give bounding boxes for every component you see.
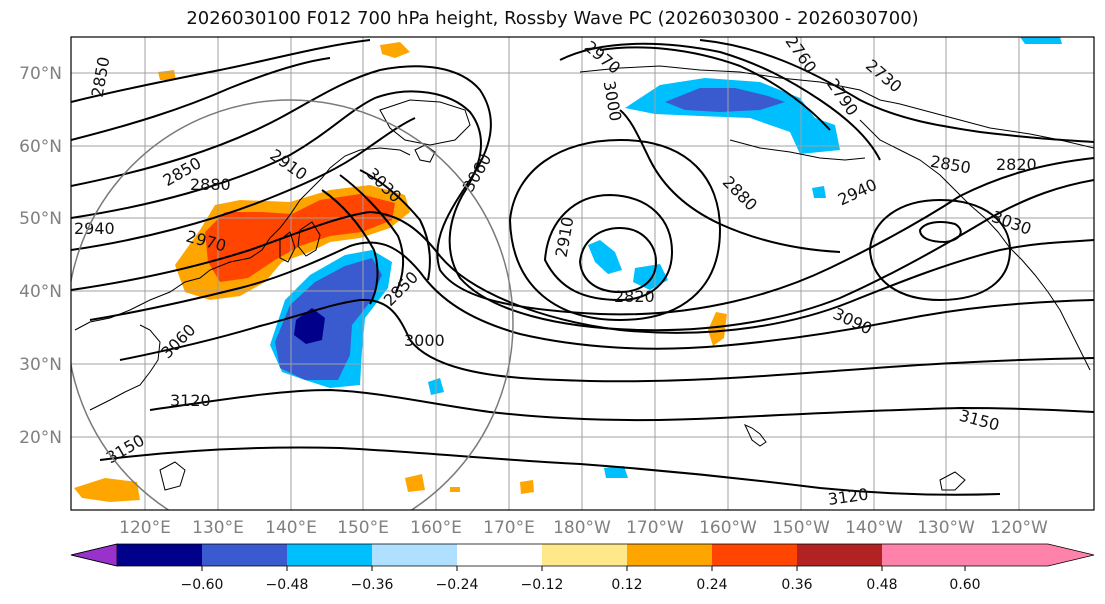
contour-label: 2880 <box>190 175 231 194</box>
lat-label: 50°N <box>19 209 62 229</box>
colorbar-tick-label: −0.12 <box>521 577 564 593</box>
positive-anomaly-south-1 <box>74 478 140 502</box>
colorbar-tick-label: 0.12 <box>611 577 642 593</box>
positive-anomaly-south-3 <box>520 480 534 494</box>
height-contours <box>71 39 1094 496</box>
colorbar-segment <box>797 544 882 566</box>
negative-anomaly-core <box>294 308 325 344</box>
colorbar-segment <box>712 544 797 566</box>
colorbar-tick-label: 0.36 <box>781 577 812 593</box>
map-frame <box>70 36 1095 511</box>
colorbar-segment <box>202 544 287 566</box>
negative-anomaly-low-2 <box>633 264 668 290</box>
colorbar-tick-label: −0.36 <box>351 577 394 593</box>
negative-anomaly-arctic-core <box>665 88 785 112</box>
longitude-labels: 120°E 130°E 140°E 150°E 160°E 170°E 180°… <box>119 518 1048 538</box>
lon-label: 120°E <box>119 518 171 538</box>
colorbar-tick-label: 0.60 <box>949 577 980 593</box>
colorbar-segment <box>457 544 542 566</box>
lon-label: 150°E <box>337 518 389 538</box>
lon-label: 130°E <box>192 518 244 538</box>
positive-anomaly-pacific <box>708 312 727 346</box>
colorbar-ticks <box>201 566 966 571</box>
colorbar-segment <box>287 544 372 566</box>
lon-label: 180°W <box>553 518 611 538</box>
contour-label: 2940 <box>74 219 115 238</box>
negative-anomaly-ne <box>1020 37 1062 44</box>
lon-label: 130°W <box>917 518 975 538</box>
analysis-radius-circle <box>71 99 514 510</box>
negative-anomaly-south <box>604 466 628 478</box>
contour-label: 3000 <box>404 331 445 350</box>
lon-label: 140°W <box>845 518 903 538</box>
colorbar-extend-min <box>70 543 118 567</box>
colorbar-extend-max <box>965 544 1094 566</box>
colorbar-tick-label: 0.24 <box>696 577 727 593</box>
latitude-labels: 70°N 60°N 50°N 40°N 30°N 20°N <box>19 64 62 448</box>
contour-label: 3120 <box>170 391 211 410</box>
contour-label: 2820 <box>614 287 655 306</box>
lat-label: 60°N <box>19 137 62 157</box>
colorbar-tick-label: −0.24 <box>436 577 479 593</box>
lon-label: 150°W <box>772 518 830 538</box>
anomaly-shading <box>74 37 1062 502</box>
colorbar-tick-label: 0.48 <box>866 577 897 593</box>
lon-label: 120°W <box>990 518 1048 538</box>
lat-label: 20°N <box>19 428 62 448</box>
lon-label: 140°E <box>265 518 317 538</box>
lon-label: 170°W <box>626 518 684 538</box>
lon-label: 170°E <box>483 518 535 538</box>
gridlines <box>71 37 1094 510</box>
colorbar-segment <box>627 544 712 566</box>
positive-anomaly-south-2 <box>405 474 425 492</box>
colorbar-outline <box>70 543 1095 567</box>
map-panel: 2850 2970 2760 2790 2730 3000 2850 2880 … <box>71 37 1094 510</box>
positive-anomaly-north <box>380 42 410 58</box>
lon-label: 160°W <box>699 518 757 538</box>
map-title: 2026030100 F012 700 hPa height, Rossby W… <box>186 8 919 29</box>
contour-label: 2820 <box>996 155 1037 174</box>
negative-anomaly-low <box>588 240 622 274</box>
colorbar-tick-label: −0.48 <box>266 577 309 593</box>
colorbar-segment <box>882 544 965 566</box>
lat-label: 70°N <box>19 64 62 84</box>
positive-anomaly-south-4 <box>450 487 460 492</box>
colorbar-segment <box>117 544 202 566</box>
negative-anomaly-east <box>812 186 826 198</box>
lat-label: 40°N <box>19 282 62 302</box>
lon-label: 160°E <box>410 518 462 538</box>
negative-anomaly-mid <box>275 258 382 380</box>
colorbar-segment <box>372 544 457 566</box>
lat-label: 30°N <box>19 355 62 375</box>
colorbar-tick-label: −0.60 <box>181 577 224 593</box>
colorbar-segment <box>542 544 627 566</box>
colorbar: −0.60 −0.48 −0.36 −0.24 −0.12 0.12 0.24 … <box>70 543 1095 593</box>
